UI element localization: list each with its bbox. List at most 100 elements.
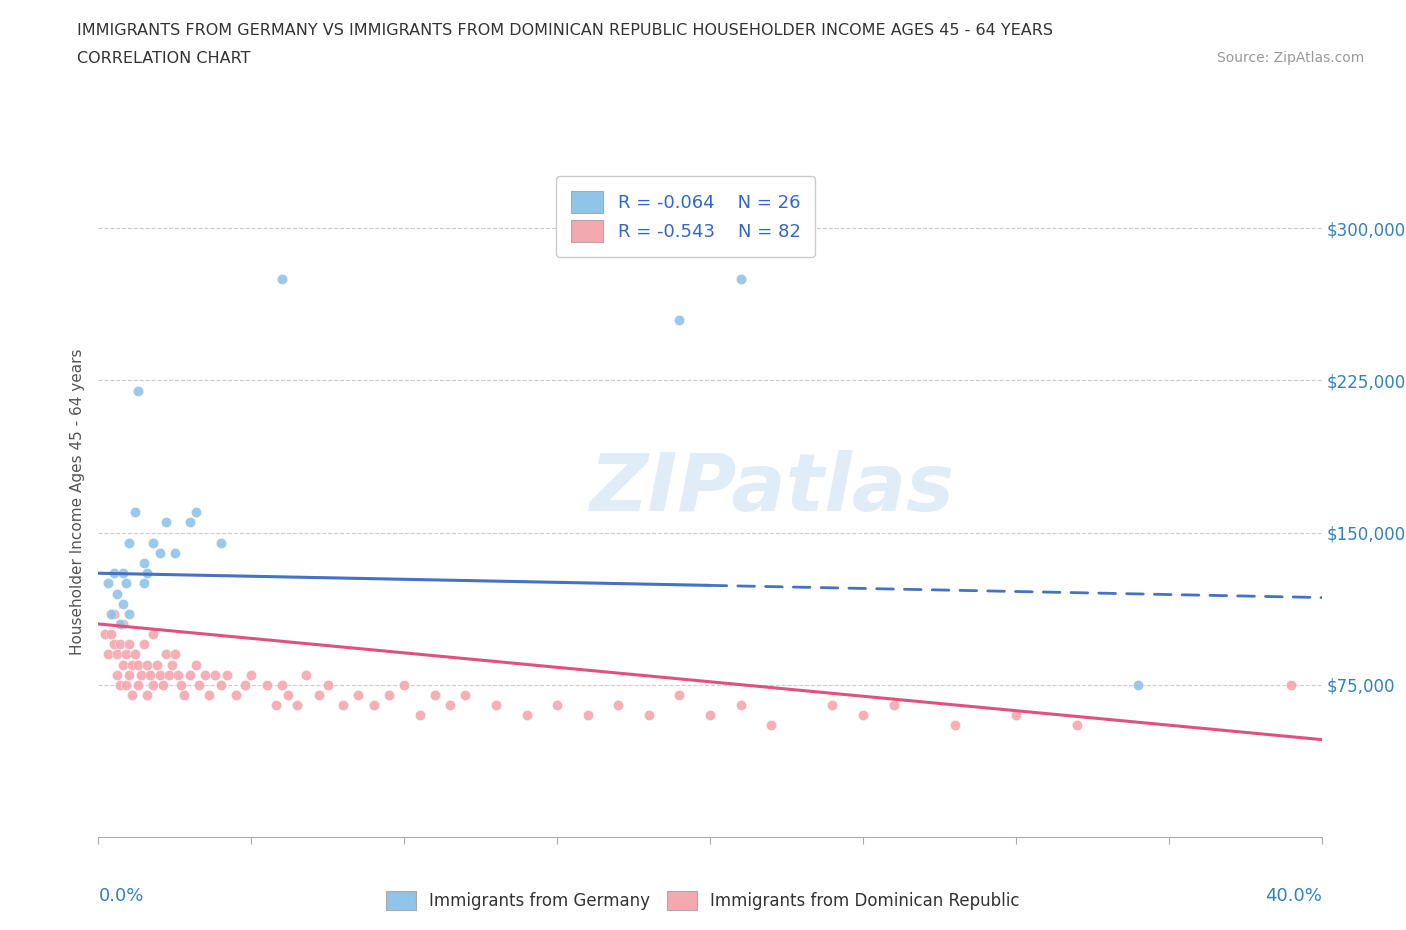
Point (225, 687, 247, 702)
Point (149, 546, 172, 561)
Point (332, 698, 354, 712)
Point (111, 596, 134, 611)
Point (1066, 718, 1088, 733)
Point (277, 687, 299, 702)
Point (93, 627, 115, 642)
Legend: Immigrants from Germany, Immigrants from Dominican Republic: Immigrants from Germany, Immigrants from… (380, 884, 1026, 917)
Point (270, 677, 292, 692)
Point (111, 565, 134, 580)
Text: CORRELATION CHART: CORRELATION CHART (77, 51, 250, 66)
Point (240, 667, 263, 682)
Point (607, 698, 630, 712)
Point (270, 272, 292, 286)
Text: IMMIGRANTS FROM GERMANY VS IMMIGRANTS FROM DOMINICAN REPUBLIC HOUSEHOLDER INCOME: IMMIGRANTS FROM GERMANY VS IMMIGRANTS FR… (77, 23, 1053, 38)
Point (129, 667, 152, 682)
Point (197, 687, 219, 702)
Point (943, 718, 966, 733)
Point (209, 536, 232, 551)
Point (170, 677, 193, 692)
Point (145, 658, 167, 672)
Point (392, 677, 416, 692)
Point (142, 627, 165, 642)
Point (111, 658, 134, 672)
Point (108, 637, 131, 652)
Point (668, 312, 690, 327)
Point (194, 667, 217, 682)
Point (256, 677, 278, 692)
Point (883, 698, 905, 712)
Point (136, 565, 159, 580)
Point (699, 708, 721, 723)
Point (118, 667, 141, 682)
Point (316, 677, 339, 692)
Point (233, 677, 256, 692)
Point (852, 708, 875, 723)
Point (546, 698, 568, 712)
Point (378, 687, 401, 702)
Point (127, 658, 149, 672)
Point (100, 627, 122, 642)
Point (179, 667, 201, 682)
Point (115, 677, 138, 692)
Point (139, 667, 162, 682)
Point (163, 647, 186, 662)
Point (209, 677, 232, 692)
Point (124, 505, 146, 520)
Point (160, 658, 183, 672)
Point (163, 546, 186, 561)
Point (134, 555, 156, 570)
Point (408, 708, 430, 723)
Point (105, 667, 128, 682)
Point (454, 687, 477, 702)
Point (186, 505, 208, 520)
Point (149, 667, 172, 682)
Point (103, 637, 125, 652)
Point (142, 536, 165, 551)
Point (285, 698, 308, 712)
Point (576, 708, 599, 723)
Point (108, 677, 131, 692)
Y-axis label: Householder Income Ages 45 - 64 years: Householder Income Ages 45 - 64 years (69, 349, 84, 656)
Text: 0.0%: 0.0% (98, 887, 143, 905)
Point (97, 576, 120, 591)
Point (167, 667, 190, 682)
Point (134, 576, 156, 591)
Point (121, 658, 143, 672)
Text: 40.0%: 40.0% (1265, 887, 1322, 905)
Point (121, 687, 143, 702)
Legend: R = -0.064    N = 26, R = -0.543    N = 82: R = -0.064 N = 26, R = -0.543 N = 82 (557, 177, 815, 257)
Point (188, 677, 211, 692)
Point (111, 617, 134, 631)
Point (759, 718, 782, 733)
Point (152, 677, 174, 692)
Point (637, 708, 661, 723)
Point (118, 606, 141, 621)
Point (730, 272, 752, 286)
Point (308, 687, 330, 702)
Text: ZIPatlas: ZIPatlas (589, 450, 953, 528)
Point (127, 677, 149, 692)
Point (108, 617, 131, 631)
Point (136, 687, 159, 702)
Point (103, 606, 125, 621)
Point (1279, 677, 1302, 692)
Point (100, 606, 122, 621)
Point (142, 677, 165, 692)
Point (423, 687, 446, 702)
Text: Source: ZipAtlas.com: Source: ZipAtlas.com (1216, 51, 1364, 65)
Point (97, 647, 120, 662)
Point (1128, 677, 1150, 692)
Point (186, 658, 208, 672)
Point (215, 667, 238, 682)
Point (1004, 708, 1026, 723)
Point (668, 687, 690, 702)
Point (821, 698, 844, 712)
Point (155, 647, 177, 662)
Point (295, 667, 318, 682)
Point (204, 667, 226, 682)
Point (105, 647, 128, 662)
Point (115, 647, 138, 662)
Point (485, 698, 508, 712)
Point (516, 708, 538, 723)
Point (118, 637, 141, 652)
